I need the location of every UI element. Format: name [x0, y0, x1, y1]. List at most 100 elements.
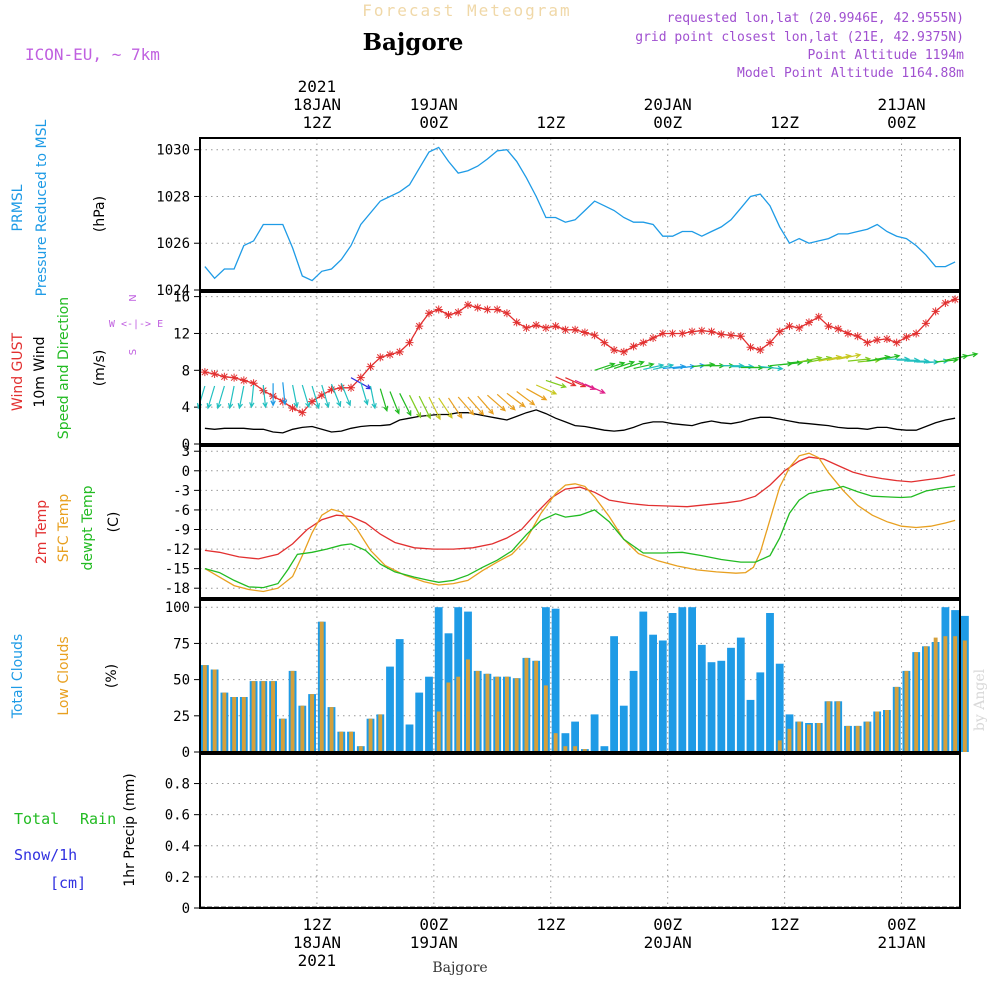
precip-ytick-label-2: 0.4: [165, 839, 190, 855]
wind-ytick-label-2: 8: [182, 363, 190, 379]
total-cloud-bar-59: [775, 663, 784, 752]
bottom-time-label-0-2: 2021: [298, 951, 337, 970]
wind-ytick-label-0: 0: [182, 437, 190, 453]
top-time-label-4-0: 12Z: [770, 113, 799, 132]
temp-ytick-label-0: -18: [165, 581, 190, 597]
wind-arrow-27: [467, 396, 485, 416]
total-cloud-bar-45: [639, 611, 648, 752]
total-cloud-bar-51: [697, 644, 706, 752]
low-cloud-bar-15: [349, 731, 353, 752]
pressure-frame: [199, 137, 961, 291]
temp-label-dew: dewpt Temp: [80, 485, 96, 570]
gust-marker-39: [580, 328, 589, 337]
low-cloud-bar-6: [261, 681, 266, 752]
temp-ytick-label-1: -15: [165, 562, 190, 578]
watermark: by Angel: [972, 668, 988, 731]
temp-labels: 2m Temp SFC Temp dewpt Temp (C): [34, 485, 122, 570]
wind-arrow-1: [206, 385, 216, 410]
gust-marker-40: [590, 331, 599, 340]
bottom-time-label-5-0: 00Z: [887, 915, 916, 934]
low-cloud-bar-38: [573, 746, 578, 752]
gust-marker-74: [921, 319, 930, 328]
pressure-background: [200, 138, 960, 290]
pressure-panel: 1024 1026 1028 1030: [156, 137, 961, 299]
wind-arrow-8: [281, 382, 288, 406]
precip-ytick-label-3: 0.6: [165, 808, 190, 824]
gust-marker-26: [454, 308, 463, 317]
temp-frame: [199, 445, 961, 599]
wind-label-gust: Wind GUST: [10, 332, 26, 411]
wind-arrow-36: [555, 376, 577, 387]
bottom-time-label-3-1: 20JAN: [644, 933, 692, 952]
wind-arrow-13: [330, 383, 342, 408]
gust-marker-65: [834, 324, 843, 333]
gust-marker-27: [463, 300, 472, 309]
wind-arrow-20: [399, 393, 412, 417]
low-cloud-bar-74: [923, 646, 928, 752]
total-cloud-bar-48: [668, 613, 677, 752]
gust-marker-49: [678, 329, 687, 338]
low-cloud-bar-17: [368, 718, 373, 752]
top-time-label-5-1: 00Z: [887, 113, 916, 132]
gust-marker-37: [561, 325, 570, 334]
wind-ytick-label-1: 4: [182, 400, 190, 416]
low-cloud-bar-7: [271, 681, 275, 752]
total-cloud-bar-54: [727, 647, 735, 752]
clouds-background: [200, 600, 960, 752]
gust-marker-17: [366, 362, 375, 371]
wind-ytick-label-3: 12: [173, 326, 190, 342]
precip-label-total: Total: [14, 810, 59, 828]
gust-marker-25: [444, 311, 453, 320]
wind-arrow-33: [526, 388, 548, 401]
model-label: ICON-EU, ~ 7km: [25, 45, 160, 64]
total-cloud-bar-43: [619, 705, 628, 752]
gust-marker-52: [707, 327, 716, 336]
chart-type-title: Forecast Meteogram: [362, 1, 571, 20]
temp-background: [200, 446, 960, 598]
low-cloud-bar-31: [505, 676, 509, 752]
top-time-label-0-1: 18JAN: [293, 95, 341, 114]
total-cloud-bar-37: [561, 733, 570, 752]
gust-marker-24: [434, 305, 443, 314]
total-cloud-bar-21: [405, 724, 414, 752]
compass-north: N: [128, 294, 139, 301]
low-cloud-bar-1: [212, 669, 217, 752]
temp-dewpt-line: [204, 485, 956, 589]
pressure-ytick-label-2: 1028: [156, 189, 190, 205]
wind-arrow-39: [584, 383, 606, 394]
total-cloud-bar-20: [395, 639, 404, 752]
wind-arrow-43: [623, 360, 645, 370]
prmsl-line: [204, 146, 956, 282]
top-time-label-5-0: 21JAN: [877, 95, 925, 114]
total-cloud-bar-55: [736, 637, 745, 752]
bottom-time-label-1-0: 00Z: [419, 915, 448, 934]
total-cloud-bar-38: [571, 721, 579, 752]
wind-arrow-18: [379, 388, 389, 413]
wind-arrow-28: [477, 395, 495, 415]
low-cloud-bar-63: [816, 723, 821, 752]
gust-marker-14: [337, 383, 346, 392]
wind-label-10m: 10m Wind: [32, 336, 48, 407]
low-cloud-bar-70: [885, 710, 889, 752]
cloud-label-total: Total Clouds: [10, 634, 26, 719]
precip-label-rain: Rain: [80, 810, 116, 828]
total-cloud-bar-35: [542, 607, 550, 752]
gust-marker-15: [347, 383, 356, 392]
low-cloud-bar-26: [456, 676, 461, 752]
clouds-ytick-label-4: 100: [165, 600, 190, 616]
low-cloud-bar-2: [222, 692, 227, 752]
low-cloud-bar-39: [582, 749, 587, 752]
wind-arrow-32: [516, 391, 536, 406]
clouds-ytick-label-1: 25: [173, 709, 190, 725]
compass-axis: W <-|-> E: [109, 319, 163, 330]
low-cloud-bar-34: [534, 660, 539, 752]
bottom-time-label-4-0: 12Z: [770, 915, 799, 934]
low-cloud-bar-5: [251, 681, 256, 752]
precip-panel: 0 0.2 0.4 0.6 0.8: [165, 753, 961, 917]
bottom-time-label-0-0: 12Z: [302, 915, 331, 934]
temperature-panel: -18 -15 -12 -9 -6 -3 0 3: [165, 444, 961, 599]
total-cloud-bar-41: [600, 746, 609, 752]
gust-marker-60: [785, 322, 794, 331]
wind-arrow-41: [604, 361, 626, 370]
gust-marker-64: [824, 322, 833, 331]
